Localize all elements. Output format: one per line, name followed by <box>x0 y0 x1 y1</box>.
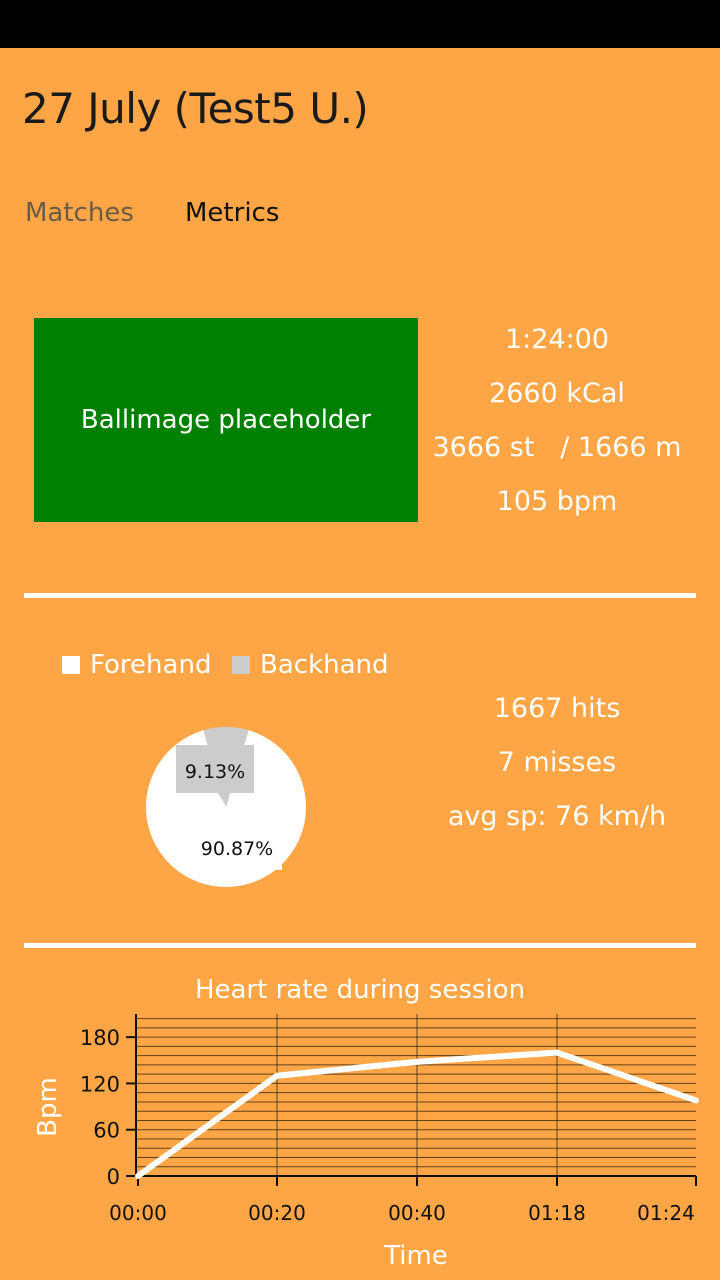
tab-metrics[interactable]: Metrics <box>185 198 280 228</box>
x-axis-label: Time <box>383 1241 448 1271</box>
tab-matches[interactable]: Matches <box>25 198 134 228</box>
calories-stat: 2660 kCal <box>489 378 625 409</box>
legend-backhand: Backhand <box>232 650 389 680</box>
backhand-swatch <box>232 656 250 674</box>
x-tick-label: 00:00 <box>109 1201 167 1225</box>
x-tick-label: 01:18 <box>528 1201 586 1225</box>
x-tick-label: 01:24 <box>637 1201 695 1225</box>
pie-label-forehand-text: 90.87% <box>201 838 273 860</box>
misses-stat: 7 misses <box>497 747 617 778</box>
y-tick-label: 0 <box>107 1165 120 1189</box>
y-axis-label: Bpm <box>33 1077 63 1137</box>
steps-distance-stat: 3666 st / 1666 m <box>432 432 682 463</box>
pie-slice-backhand <box>203 727 249 807</box>
x-tick-label: 00:20 <box>248 1201 306 1225</box>
chart-title: Heart rate during session <box>195 975 525 1005</box>
divider-bottom <box>24 943 696 948</box>
forehand-swatch <box>62 656 80 674</box>
legend-forehand: Forehand <box>62 650 211 680</box>
shot-pie-chart: 9.13% 90.87% <box>146 727 307 887</box>
pie-label-forehand-marker <box>272 862 282 870</box>
pie-label-backhand-box <box>176 745 254 793</box>
pie-label-backhand-pointer <box>218 793 226 806</box>
heart-rate-stat: 105 bpm <box>496 486 618 517</box>
y-tick-label: 120 <box>80 1072 120 1096</box>
legend-backhand-label: Backhand <box>260 650 389 680</box>
y-tick-label: 180 <box>80 1026 120 1050</box>
avg-speed-stat: avg sp: 76 km/h <box>447 801 667 832</box>
hits-stat: 1667 hits <box>493 693 621 724</box>
y-tick-label: 60 <box>93 1119 120 1143</box>
status-bar <box>0 0 720 48</box>
legend-forehand-label: Forehand <box>90 650 212 680</box>
pie-label-backhand: 9.13% <box>176 745 254 806</box>
x-tick-label: 00:40 <box>388 1201 446 1225</box>
pie-slice-forehand <box>146 730 307 887</box>
page-title: 27 July (Test5 U.) <box>22 84 369 133</box>
divider-top <box>24 593 696 598</box>
ball-image-placeholder: Ballimage placeholder <box>34 318 418 522</box>
ball-image-label: Ballimage placeholder <box>80 405 372 435</box>
duration-stat: 1:24:00 <box>504 324 610 355</box>
pie-label-backhand-text: 9.13% <box>185 761 245 783</box>
heart-rate-line <box>135 1049 699 1179</box>
